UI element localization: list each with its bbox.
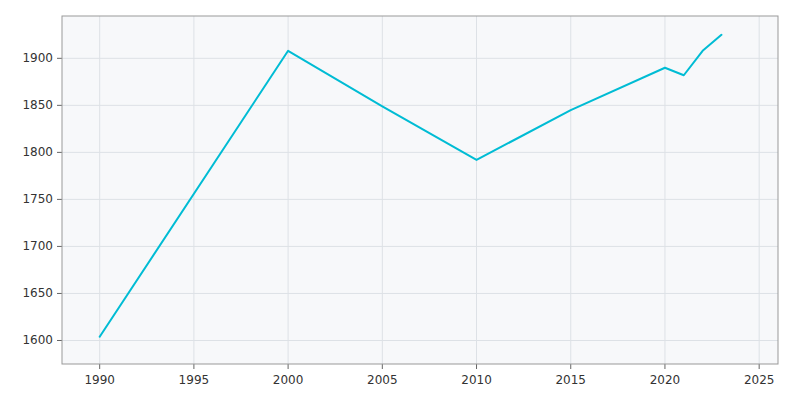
x-tick xyxy=(193,364,194,369)
x-tick-label: 2020 xyxy=(650,373,681,387)
x-tick xyxy=(759,364,760,369)
tick-labels: 1990 1995 2000 2005 2010 2015 2020 2025 1600 1650… xyxy=(22,51,774,387)
x-tick xyxy=(288,364,289,369)
x-grid-line xyxy=(759,16,760,364)
x-grid-line xyxy=(382,16,383,364)
data-line xyxy=(100,35,722,337)
y-grid-line xyxy=(62,58,778,59)
y-tick xyxy=(57,340,62,341)
plot-area xyxy=(62,16,778,364)
x-tick-label: 1995 xyxy=(179,373,210,387)
x-tick-label: 1990 xyxy=(84,373,115,387)
y-tick xyxy=(57,246,62,247)
series xyxy=(100,35,722,337)
y-tick-label: 1850 xyxy=(22,98,53,112)
x-tick-label: 2015 xyxy=(555,373,586,387)
x-tick-label: 2005 xyxy=(367,373,398,387)
y-tick-label: 1800 xyxy=(22,145,53,159)
grid xyxy=(57,16,778,369)
y-tick-label: 1650 xyxy=(22,286,53,300)
y-grid-line xyxy=(62,199,778,200)
y-tick xyxy=(57,152,62,153)
chart: 1990 1995 2000 2005 2010 2015 2020 2025 1600 1650… xyxy=(0,0,800,400)
x-tick-label: 2025 xyxy=(744,373,775,387)
x-tick xyxy=(382,364,383,369)
chart-container: 1990 1995 2000 2005 2010 2015 2020 2025 1600 1650… xyxy=(0,0,800,400)
x-tick xyxy=(570,364,571,369)
y-tick xyxy=(57,199,62,200)
x-grid-line xyxy=(476,16,477,364)
y-grid-line xyxy=(62,105,778,106)
y-tick xyxy=(57,58,62,59)
x-tick-label: 2010 xyxy=(461,373,492,387)
y-grid-line xyxy=(62,293,778,294)
x-tick-label: 2000 xyxy=(273,373,304,387)
y-grid-line xyxy=(62,152,778,153)
x-tick xyxy=(476,364,477,369)
y-tick xyxy=(57,105,62,106)
y-grid-line xyxy=(62,340,778,341)
x-grid-line xyxy=(193,16,194,364)
x-grid-line xyxy=(99,16,100,364)
y-grid-line xyxy=(62,246,778,247)
y-tick xyxy=(57,293,62,294)
x-tick xyxy=(99,364,100,369)
x-grid-line xyxy=(288,16,289,364)
plot-frame xyxy=(62,16,778,364)
y-tick-label: 1900 xyxy=(22,51,53,65)
y-tick-label: 1600 xyxy=(22,333,53,347)
x-grid-line xyxy=(570,16,571,364)
y-tick-label: 1750 xyxy=(22,192,53,206)
y-tick-label: 1700 xyxy=(22,239,53,253)
x-tick xyxy=(664,364,665,369)
